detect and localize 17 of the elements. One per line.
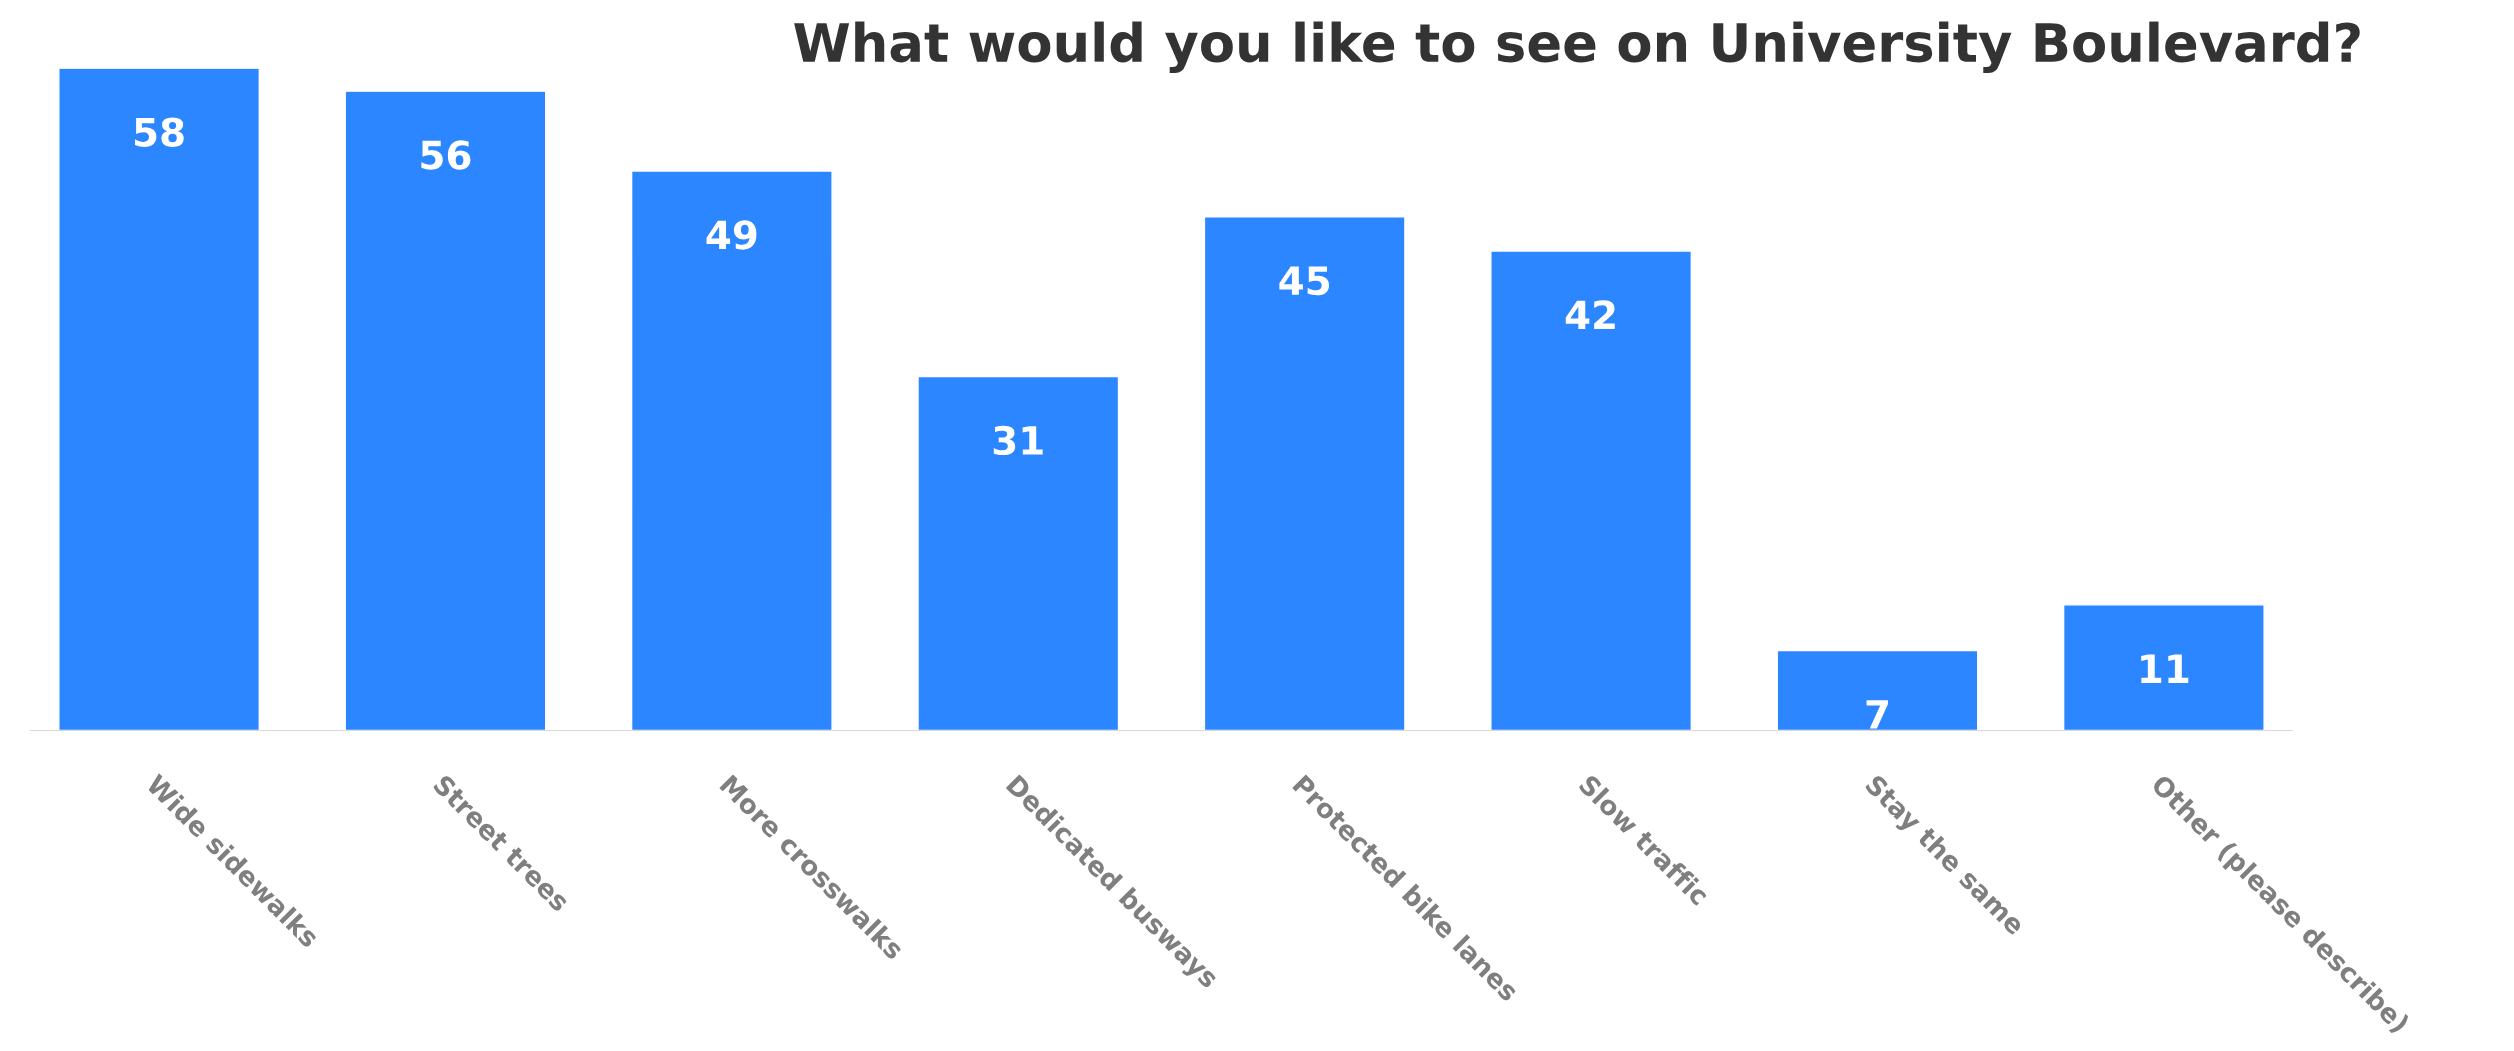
data-label: 7 [1866,700,1888,729]
bar [917,375,1120,731]
bar [2062,604,2265,731]
data-label: 49 [706,220,757,250]
data-label: 56 [421,140,471,170]
bar [1203,216,1406,731]
data-label: 31 [993,425,1043,456]
data-label: 11 [2141,654,2189,683]
bar [58,68,260,731]
bar [1490,250,1693,731]
bar [630,170,833,731]
data-label: 45 [1279,266,1330,296]
chart-title: What would you like to see on University Boulevard? [794,21,2360,74]
bar [1776,649,1979,731]
data-label: 58 [134,117,184,147]
data-label: 42 [1565,300,1615,329]
bar [344,90,547,731]
